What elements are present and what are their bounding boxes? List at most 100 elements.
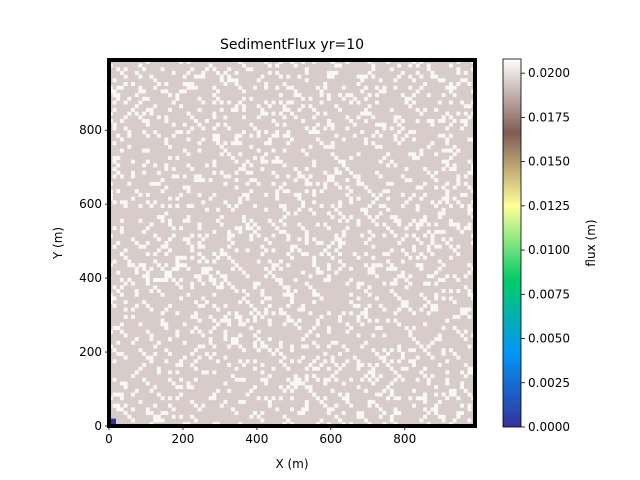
heatmap-cell: [119, 351, 124, 356]
heatmap-cell: [260, 289, 265, 294]
heatmap-cell: [238, 133, 243, 138]
heatmap-cell: [360, 111, 365, 116]
heatmap-cell: [386, 152, 391, 157]
heatmap-cell: [437, 399, 442, 404]
heatmap-cell: [356, 281, 361, 286]
heatmap-cell: [378, 326, 383, 330]
heatmap-cell: [415, 185, 420, 190]
heatmap-cell: [463, 181, 468, 186]
heatmap-cell: [356, 152, 361, 157]
heatmap-cell: [164, 244, 169, 249]
heatmap-cell: [345, 281, 350, 286]
heatmap-cell: [408, 178, 413, 183]
plot-frame: [107, 58, 477, 428]
heatmap-cell: [142, 229, 147, 234]
heatmap-cell: [190, 414, 195, 419]
heatmap-cell: [275, 155, 280, 160]
heatmap-cell: [437, 215, 442, 220]
heatmap-cell: [264, 296, 269, 301]
heatmap-cell: [393, 218, 398, 223]
heatmap-cell: [452, 163, 457, 168]
heatmap-cell: [253, 359, 257, 364]
heatmap-cell: [234, 159, 239, 164]
heatmap-cell: [149, 181, 154, 186]
heatmap-cell: [267, 70, 272, 75]
heatmap-cell: [301, 119, 306, 123]
heatmap-cell: [179, 104, 184, 109]
heatmap-cell: [419, 218, 424, 223]
heatmap-cell: [112, 348, 117, 353]
heatmap-cell: [304, 189, 309, 194]
heatmap-cell: [448, 115, 453, 120]
heatmap-cell: [245, 318, 250, 323]
heatmap-cell: [393, 133, 398, 138]
heatmap-cell: [386, 226, 391, 231]
heatmap-cell: [452, 351, 457, 356]
heatmap-cell: [304, 281, 309, 286]
heatmap-cell: [467, 211, 472, 216]
heatmap-cell: [131, 237, 135, 242]
heatmap-cell: [267, 348, 272, 353]
heatmap-cell: [145, 241, 150, 245]
heatmap-cell: [123, 74, 128, 79]
heatmap-cell: [338, 63, 343, 68]
heatmap-cell: [212, 133, 217, 138]
heatmap-cell: [212, 67, 217, 72]
heatmap-cell: [164, 211, 169, 216]
heatmap-cell: [264, 266, 269, 271]
heatmap-cell: [452, 392, 457, 397]
heatmap-cell: [326, 326, 331, 330]
heatmap-cell: [253, 85, 257, 90]
heatmap-cell: [463, 122, 468, 127]
heatmap-cell: [441, 263, 446, 268]
heatmap-cell: [371, 374, 376, 379]
heatmap-cell: [452, 222, 457, 227]
heatmap-cell: [230, 266, 235, 271]
heatmap-cell: [389, 381, 394, 386]
heatmap-cell: [404, 133, 409, 138]
heatmap-cell: [363, 289, 368, 294]
heatmap-cell: [308, 388, 313, 393]
heatmap-cell: [419, 196, 424, 201]
heatmap-cell: [412, 337, 416, 342]
heatmap-cell: [415, 226, 420, 231]
heatmap-cell: [330, 215, 335, 220]
heatmap-cell: [445, 200, 450, 205]
heatmap-cell: [186, 215, 191, 220]
heatmap-cell: [415, 263, 420, 268]
heatmap-cell: [245, 67, 250, 72]
heatmap-cell: [386, 385, 391, 390]
heatmap-cell: [197, 141, 202, 146]
heatmap-cell: [112, 226, 117, 231]
heatmap-cell: [452, 167, 457, 172]
heatmap-cell: [164, 359, 169, 364]
heatmap-cell: [423, 396, 428, 401]
heatmap-cell: [375, 274, 379, 279]
heatmap-cell: [216, 388, 221, 393]
heatmap-cell: [116, 241, 121, 245]
heatmap-cell: [149, 359, 154, 364]
heatmap-cell: [397, 74, 402, 79]
heatmap-cell: [245, 181, 250, 186]
heatmap-cell: [131, 281, 135, 286]
heatmap-cell: [404, 300, 409, 305]
heatmap-cell: [197, 252, 202, 257]
heatmap-cell: [212, 259, 217, 264]
heatmap-cell: [142, 377, 147, 382]
heatmap-cell: [404, 252, 409, 257]
heatmap-cell: [145, 107, 150, 112]
heatmap-cell: [145, 252, 150, 257]
heatmap-cell: [197, 241, 202, 245]
heatmap-cell: [138, 204, 143, 208]
heatmap-cell: [363, 211, 368, 216]
heatmap-cell: [260, 314, 265, 319]
heatmap-cell: [238, 226, 243, 231]
heatmap-cell: [323, 351, 328, 356]
heatmap-cell: [415, 355, 420, 360]
heatmap-cell: [260, 159, 265, 164]
heatmap-cell: [201, 178, 206, 183]
heatmap-cell: [467, 289, 472, 294]
heatmap-cell: [271, 233, 276, 238]
heatmap-cell: [419, 85, 424, 90]
